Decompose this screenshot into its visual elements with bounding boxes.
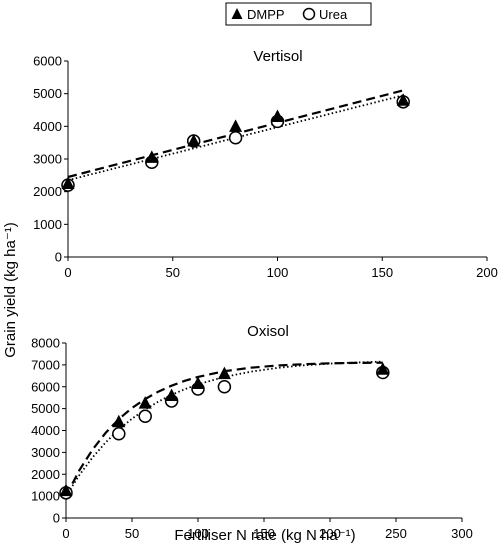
y-tick-label: 4000	[33, 119, 62, 134]
data-point-urea	[228, 131, 243, 145]
x-tick-label: 0	[64, 265, 71, 280]
data-point-dmpp	[112, 414, 126, 428]
x-tick-label: 300	[451, 526, 473, 541]
y-tick-label: 2000	[33, 184, 62, 199]
legend-frame	[225, 2, 372, 26]
x-tick-label: 150	[371, 265, 393, 280]
data-point-dmpp	[61, 176, 75, 189]
x-tick-label: 150	[253, 526, 275, 541]
y-tick-label: 1000	[33, 217, 62, 232]
data-point-dmpp	[165, 388, 179, 401]
x-tick-label: 100	[267, 265, 289, 280]
y-axis-title: Grain yield (kg ha⁻¹)	[2, 222, 19, 357]
panel-title-vertisol: Vertisol	[253, 48, 302, 65]
x-axis-title: Fertiliser N rate (kg N ha⁻¹)	[174, 527, 355, 544]
y-tick-label: 4000	[31, 423, 60, 438]
y-tick-label: 8000	[31, 336, 60, 351]
legend-urea-label: Urea	[319, 7, 348, 22]
y-tick-label: 2000	[31, 467, 60, 482]
data-point-urea	[138, 409, 152, 424]
x-tick-label: 50	[125, 526, 139, 541]
x-tick-label: 50	[166, 265, 180, 280]
y-tick-label: 7000	[31, 357, 60, 372]
x-tick-label: 200	[319, 526, 341, 541]
data-point-urea	[217, 380, 232, 394]
data-point-urea	[112, 427, 126, 441]
y-tick-label: 3000	[31, 445, 60, 460]
legend-dmpp-label: DMPP	[247, 7, 285, 22]
panel-title-oxisol: Oxisol	[247, 323, 289, 340]
fit-line-dmpp-oxisol	[65, 361, 383, 497]
x-tick-label: 200	[476, 265, 498, 280]
data-point-dmpp	[271, 109, 284, 123]
y-tick-label: 6000	[31, 379, 60, 394]
data-point-dmpp	[187, 134, 201, 147]
panel-oxisol: Oxisol 0 50 100 150 200 250 300010002000300040…	[31, 323, 473, 541]
y-tick-label: 6000	[33, 54, 62, 69]
legend: DMPP Urea	[225, 2, 372, 26]
x-tick-label: 250	[385, 526, 407, 541]
y-tick-label: 3000	[33, 152, 62, 167]
y-tick-label: 5000	[33, 86, 62, 101]
y-tick-label: 5000	[31, 401, 60, 416]
fit-line-urea-oxisol	[65, 360, 383, 497]
y-tick-label: 0	[53, 511, 60, 526]
data-point-dmpp	[376, 362, 390, 375]
y-tick-label: 1000	[31, 489, 60, 504]
x-tick-label: 0	[62, 526, 69, 541]
data-point-dmpp	[145, 150, 159, 163]
data-point-dmpp	[59, 483, 73, 497]
y-tick-label: 0	[55, 250, 62, 265]
legend-urea-marker	[302, 7, 316, 21]
legend-dmpp-marker	[231, 8, 243, 19]
data-point-dmpp	[138, 396, 152, 409]
data-point-dmpp	[396, 93, 410, 106]
data-point-dmpp	[191, 376, 205, 389]
x-tick-label: 100	[187, 526, 209, 541]
panel-vertisol: Vertisol 0 50 100 150 2000100020003000400050…	[33, 48, 498, 280]
data-point-dmpp	[217, 366, 231, 380]
data-point-dmpp	[229, 119, 243, 132]
